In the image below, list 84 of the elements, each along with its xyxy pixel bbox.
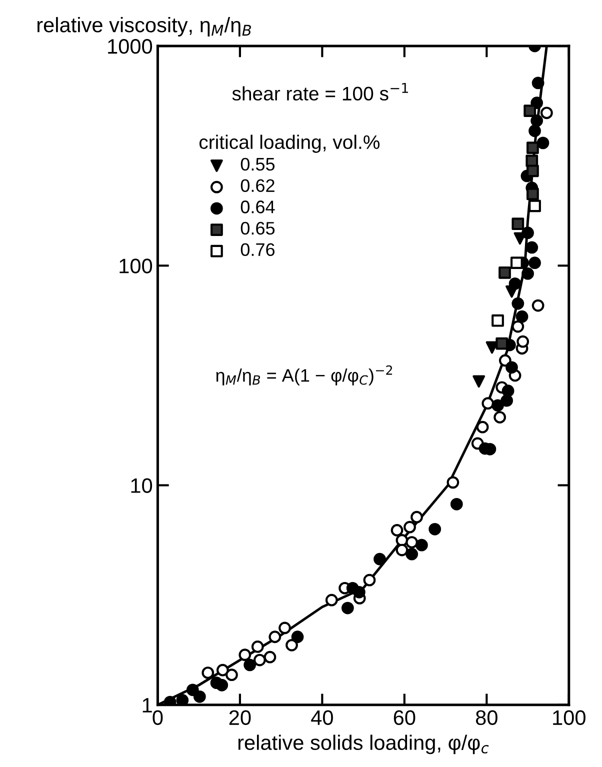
- point: [498, 354, 512, 367]
- legend-label: 0.65: [240, 222, 275, 235]
- point: [512, 218, 524, 230]
- point: [363, 574, 376, 586]
- point: [508, 277, 522, 290]
- point: [536, 136, 550, 150]
- point: [446, 476, 460, 489]
- point: [251, 640, 264, 653]
- point: [404, 520, 416, 534]
- x-tick-label: 60: [394, 710, 416, 726]
- point: [532, 299, 544, 312]
- legend-label: 0.64: [240, 200, 275, 214]
- point: [450, 498, 463, 510]
- point: [406, 548, 418, 560]
- point: [498, 266, 511, 279]
- point: [186, 684, 199, 696]
- point: [526, 188, 539, 200]
- point: [396, 544, 408, 556]
- point: [374, 552, 386, 566]
- point: [428, 522, 442, 536]
- legend-label: 0.76: [240, 243, 275, 256]
- point: [494, 411, 506, 424]
- point: [291, 630, 304, 644]
- x-tick-label: 100: [553, 710, 586, 726]
- y-axis-title: relative viscosity, η$_{M}$/η$_{B}$: [38, 17, 251, 36]
- y-tick-label: 1000: [108, 39, 152, 54]
- point: [500, 394, 513, 407]
- point: [516, 335, 530, 348]
- point: [532, 76, 544, 90]
- point: [522, 226, 534, 240]
- annotation: shear rate = 100 s$^{−1}$: [232, 82, 408, 101]
- point: [502, 384, 514, 398]
- point: [325, 594, 338, 606]
- point: [528, 256, 541, 270]
- x-tick-label: 20: [229, 710, 251, 726]
- point: [492, 314, 504, 327]
- y-tick-label: 100: [120, 258, 152, 274]
- point: [510, 256, 523, 270]
- point: [202, 666, 214, 679]
- point: [526, 241, 538, 254]
- y-tick-label: 10: [131, 478, 152, 494]
- point: [244, 658, 256, 672]
- point: [264, 650, 276, 664]
- point: [528, 124, 541, 138]
- point: [176, 694, 189, 705]
- point: [522, 267, 534, 280]
- point: [341, 602, 354, 614]
- point: [268, 630, 282, 644]
- point: [476, 420, 489, 434]
- point: [410, 510, 423, 524]
- point: [254, 654, 266, 666]
- x-tick-label: 0: [152, 710, 163, 726]
- point: [482, 397, 494, 410]
- point: [193, 690, 206, 703]
- legend-label: 0.55: [240, 158, 275, 171]
- point: [416, 538, 428, 552]
- point: [512, 320, 524, 333]
- x-tick-label: 40: [311, 710, 333, 726]
- x-axis-title: relative solids loading, φ/φ$_{c}$: [238, 734, 489, 754]
- point: [390, 524, 404, 536]
- point: [540, 106, 553, 120]
- legend-title: critical loading, vol.%: [199, 134, 380, 153]
- point: [406, 536, 418, 548]
- point: [512, 297, 524, 310]
- point: [353, 586, 366, 598]
- point: [526, 142, 539, 154]
- point: [216, 678, 228, 692]
- point: [226, 668, 238, 682]
- point: [526, 164, 539, 178]
- point: [286, 638, 298, 652]
- point: [278, 622, 291, 634]
- x-tick-label: 80: [476, 710, 498, 726]
- legend-label: 0.62: [240, 179, 274, 192]
- point: [516, 310, 528, 323]
- point: [528, 200, 541, 212]
- point: [216, 664, 229, 676]
- point: [472, 375, 486, 388]
- y-tick-label: 1: [142, 698, 152, 712]
- point: [524, 104, 536, 117]
- point: [238, 648, 252, 662]
- point: [506, 361, 518, 374]
- annotation: η$_{M}$/η$_{B}$ = A(1 − φ/φ$_{C}$)$^{−2}$: [216, 365, 392, 386]
- point: [492, 399, 504, 412]
- point: [496, 337, 508, 350]
